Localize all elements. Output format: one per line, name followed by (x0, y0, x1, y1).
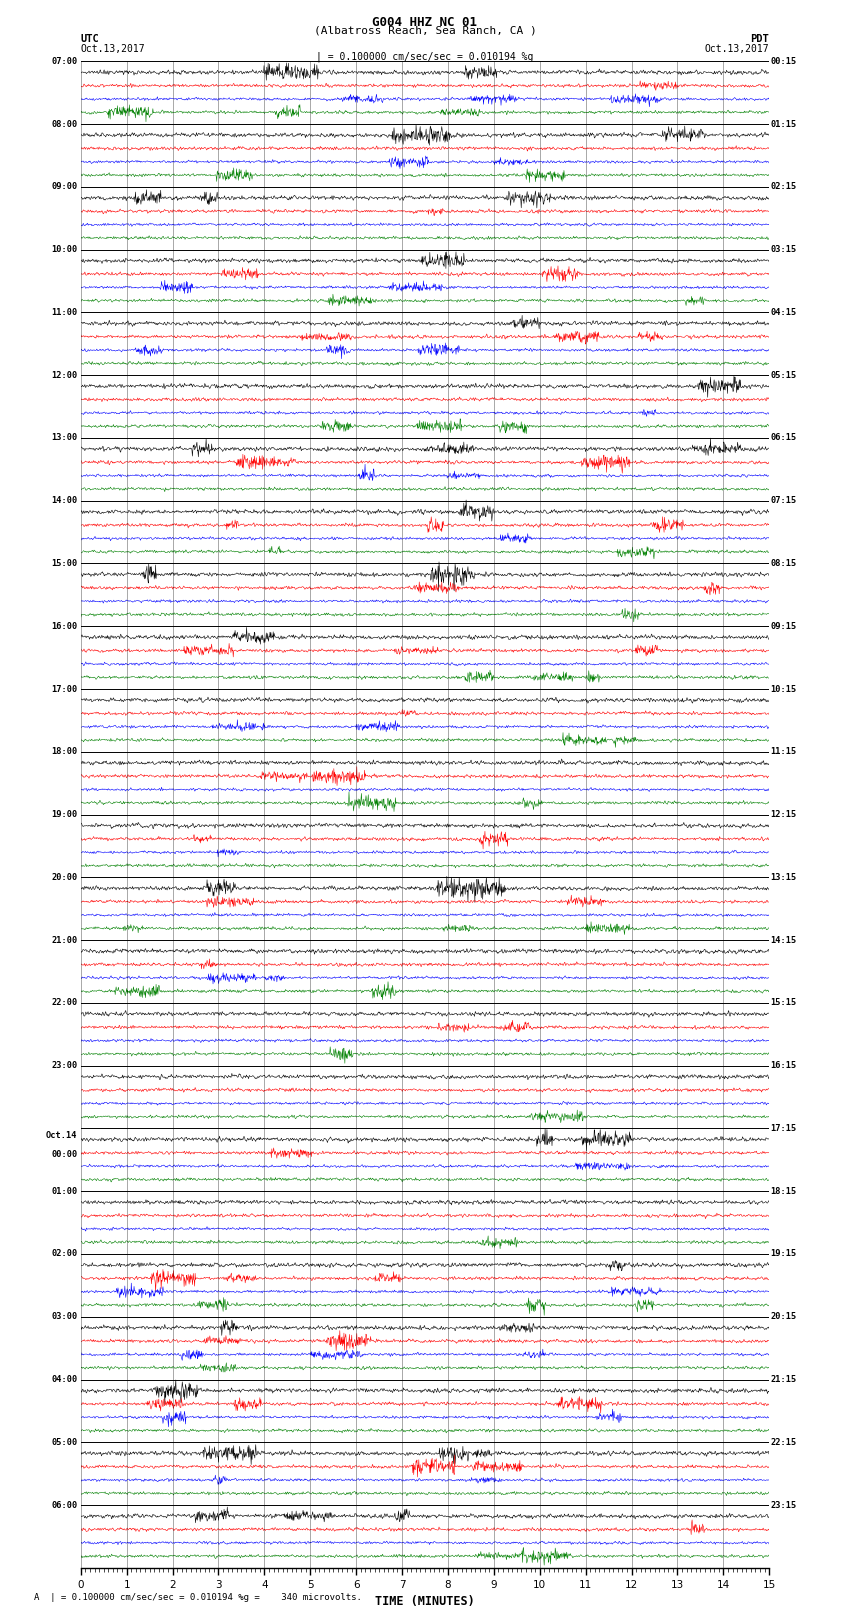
X-axis label: TIME (MINUTES): TIME (MINUTES) (375, 1595, 475, 1608)
Text: 03:15: 03:15 (771, 245, 797, 255)
Text: 17:15: 17:15 (771, 1124, 797, 1132)
Text: 07:15: 07:15 (771, 497, 797, 505)
Text: | = 0.100000 cm/sec/sec = 0.010194 %g: | = 0.100000 cm/sec/sec = 0.010194 %g (316, 52, 534, 63)
Text: 05:00: 05:00 (51, 1437, 77, 1447)
Text: 06:15: 06:15 (771, 434, 797, 442)
Text: 21:15: 21:15 (771, 1374, 797, 1384)
Text: 13:15: 13:15 (771, 873, 797, 882)
Text: 01:15: 01:15 (771, 119, 797, 129)
Text: 10:15: 10:15 (771, 684, 797, 694)
Text: (Albatross Reach, Sea Ranch, CA ): (Albatross Reach, Sea Ranch, CA ) (314, 26, 536, 35)
Text: Oct.14: Oct.14 (46, 1131, 77, 1140)
Text: 14:00: 14:00 (51, 497, 77, 505)
Text: 15:00: 15:00 (51, 560, 77, 568)
Text: 01:00: 01:00 (51, 1187, 77, 1195)
Text: 20:00: 20:00 (51, 873, 77, 882)
Text: 07:00: 07:00 (51, 56, 77, 66)
Text: PDT: PDT (751, 34, 769, 44)
Text: 09:15: 09:15 (771, 621, 797, 631)
Text: 10:00: 10:00 (51, 245, 77, 255)
Text: 05:15: 05:15 (771, 371, 797, 379)
Text: 20:15: 20:15 (771, 1313, 797, 1321)
Text: 03:00: 03:00 (51, 1313, 77, 1321)
Text: 22:00: 22:00 (51, 998, 77, 1008)
Text: 16:15: 16:15 (771, 1061, 797, 1069)
Text: 21:00: 21:00 (51, 936, 77, 945)
Text: 17:00: 17:00 (51, 684, 77, 694)
Text: 23:15: 23:15 (771, 1500, 797, 1510)
Text: 16:00: 16:00 (51, 621, 77, 631)
Text: 11:00: 11:00 (51, 308, 77, 316)
Text: 14:15: 14:15 (771, 936, 797, 945)
Text: 00:00: 00:00 (51, 1150, 77, 1158)
Text: 12:00: 12:00 (51, 371, 77, 379)
Text: 02:15: 02:15 (771, 182, 797, 192)
Text: 00:15: 00:15 (771, 56, 797, 66)
Text: Oct.13,2017: Oct.13,2017 (81, 44, 145, 53)
Text: 04:00: 04:00 (51, 1374, 77, 1384)
Text: 19:15: 19:15 (771, 1250, 797, 1258)
Text: 08:00: 08:00 (51, 119, 77, 129)
Text: 09:00: 09:00 (51, 182, 77, 192)
Text: 02:00: 02:00 (51, 1250, 77, 1258)
Text: 08:15: 08:15 (771, 560, 797, 568)
Text: 19:00: 19:00 (51, 810, 77, 819)
Text: 06:00: 06:00 (51, 1500, 77, 1510)
Text: A  | = 0.100000 cm/sec/sec = 0.010194 %g =    340 microvolts.: A | = 0.100000 cm/sec/sec = 0.010194 %g … (34, 1592, 362, 1602)
Text: 04:15: 04:15 (771, 308, 797, 316)
Text: 23:00: 23:00 (51, 1061, 77, 1069)
Text: G004 HHZ NC 01: G004 HHZ NC 01 (372, 16, 478, 29)
Text: 22:15: 22:15 (771, 1437, 797, 1447)
Text: 11:15: 11:15 (771, 747, 797, 756)
Text: 15:15: 15:15 (771, 998, 797, 1008)
Text: UTC: UTC (81, 34, 99, 44)
Text: 12:15: 12:15 (771, 810, 797, 819)
Text: 18:15: 18:15 (771, 1187, 797, 1195)
Text: Oct.13,2017: Oct.13,2017 (705, 44, 769, 53)
Text: 13:00: 13:00 (51, 434, 77, 442)
Text: 18:00: 18:00 (51, 747, 77, 756)
